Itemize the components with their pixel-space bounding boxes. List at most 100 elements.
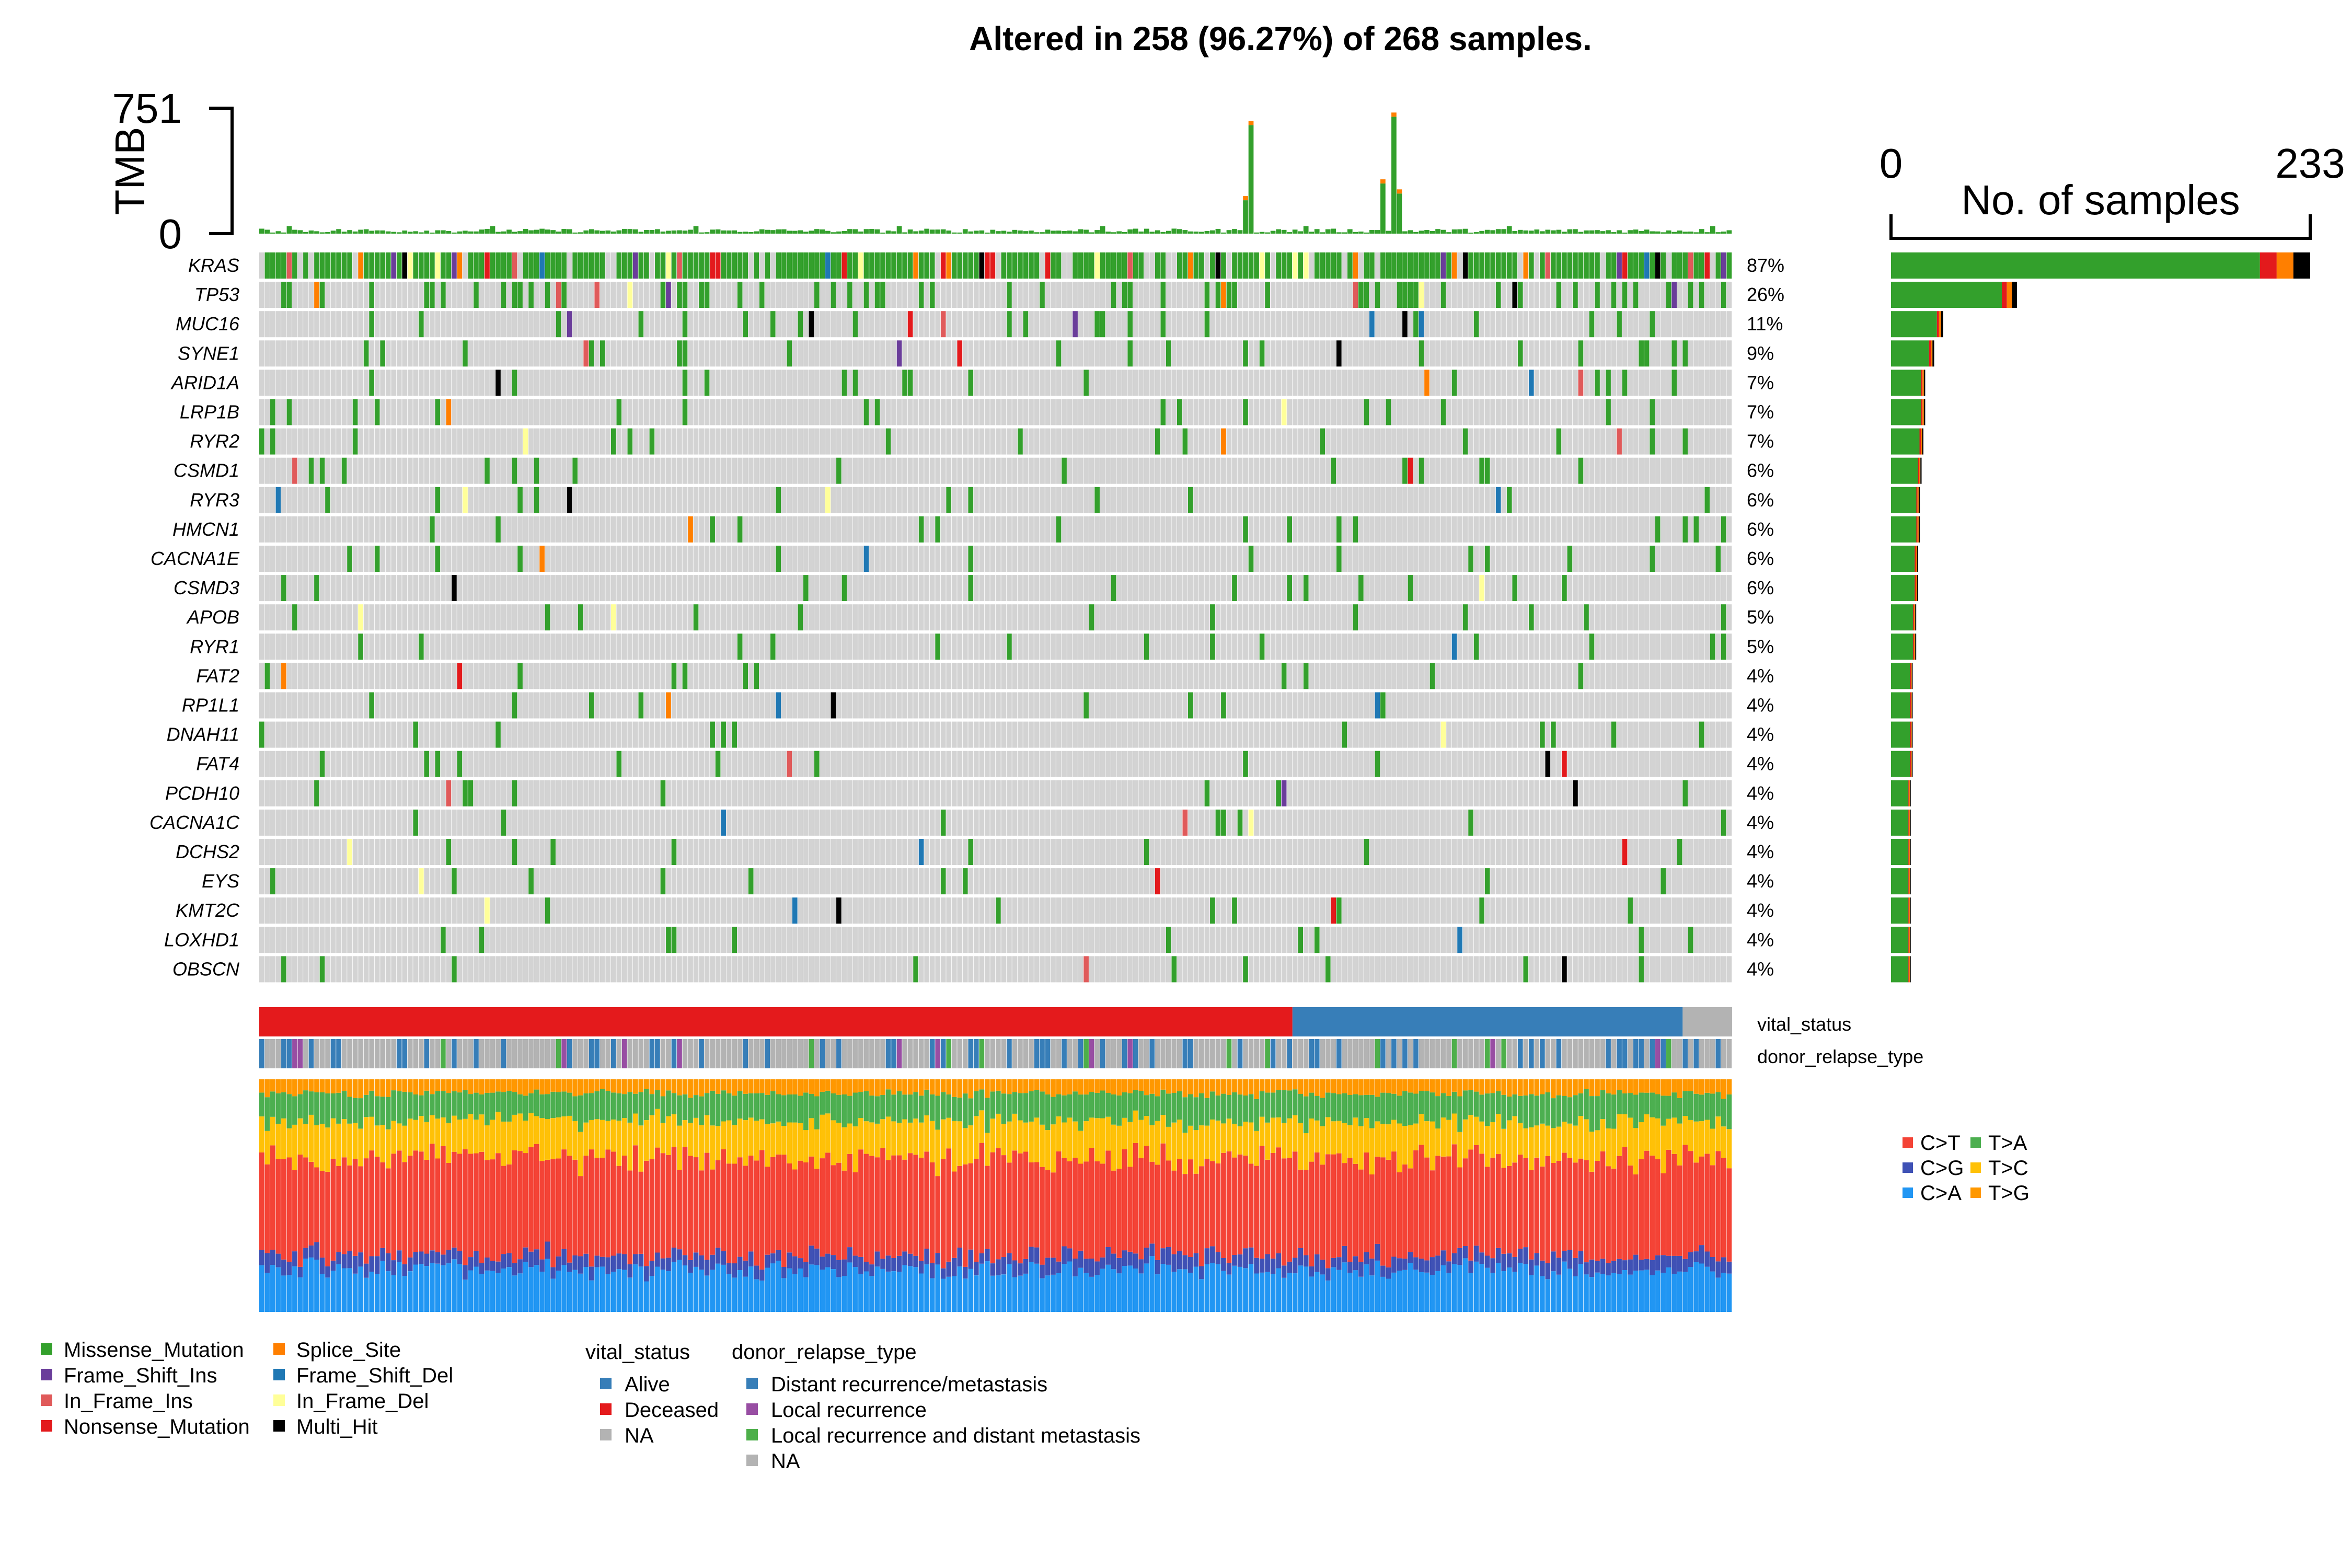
matrix-cell (457, 692, 463, 719)
matrix-cell (1067, 692, 1073, 719)
matrix-cell (1419, 575, 1424, 602)
matrix-cell (1539, 457, 1545, 484)
matrix-cell (902, 575, 907, 602)
matrix-cell (610, 487, 616, 513)
matrix-cell (1358, 604, 1364, 631)
matrix-cell (1160, 457, 1166, 484)
matrix-cell (968, 399, 974, 425)
matrix-cell (281, 516, 286, 543)
matrix-cell (572, 370, 578, 396)
matrix-cell (452, 487, 457, 513)
matrix-cell (385, 516, 391, 543)
matrix-cell (358, 575, 363, 602)
matrix-cell (792, 370, 798, 396)
matrix-cell (1127, 516, 1133, 543)
matrix-cell (792, 721, 798, 748)
matrix-cell (1073, 340, 1078, 367)
matrix-cell (1001, 575, 1007, 602)
matrix-cell (610, 751, 616, 777)
matrix-cell (1127, 546, 1133, 572)
matrix-cell (1056, 663, 1062, 689)
matrix-cell (1166, 604, 1171, 631)
matrix-cell (468, 340, 474, 367)
matrix-cell (902, 457, 907, 484)
tmb-bar (682, 230, 688, 234)
matrix-cell (809, 399, 814, 425)
matrix-cell (1045, 487, 1051, 513)
matrix-cell (347, 692, 352, 719)
tmb-bar (1292, 229, 1298, 234)
matrix-cell (1677, 311, 1682, 338)
matrix-cell (264, 428, 270, 455)
matrix-cell (512, 370, 517, 396)
matrix-cell (1111, 340, 1116, 367)
matrix-cell (446, 457, 452, 484)
matrix-cell (940, 370, 946, 396)
matrix-cell (913, 370, 918, 396)
matrix-cell (418, 487, 424, 513)
matrix-cell (1204, 516, 1210, 543)
matrix-cell (1462, 575, 1468, 602)
matrix-cell (792, 399, 798, 425)
matrix-cell (1699, 370, 1704, 396)
matrix-cell (352, 604, 358, 631)
matrix-cell (1693, 340, 1699, 367)
matrix-cell (1122, 428, 1127, 455)
matrix-cell (534, 692, 539, 719)
matrix-cell (1501, 311, 1507, 338)
matrix-cell (1100, 370, 1105, 396)
matrix-cell (688, 252, 693, 279)
matrix-cell (759, 487, 765, 513)
tmb-bar (891, 231, 896, 234)
matrix-cell (1528, 604, 1534, 631)
matrix-cell (984, 721, 990, 748)
matrix-cell (1298, 487, 1304, 513)
matrix-cell (869, 663, 874, 689)
matrix-cell (358, 692, 363, 719)
matrix-cell (1369, 721, 1375, 748)
matrix-cell (968, 428, 974, 455)
matrix-cell (770, 604, 776, 631)
matrix-cell (677, 546, 682, 572)
tmb-bar (913, 231, 918, 234)
matrix-cell (589, 457, 594, 484)
matrix-cell (1462, 311, 1468, 338)
matrix-cell (1248, 311, 1254, 338)
matrix-cell (732, 370, 737, 396)
matrix-cell (1138, 428, 1144, 455)
matrix-cell (599, 575, 605, 602)
matrix-cell (319, 516, 325, 543)
matrix-cell (1111, 311, 1116, 338)
matrix-cell (759, 692, 765, 719)
matrix-cell (369, 692, 375, 719)
matrix-cell (962, 428, 968, 455)
matrix-cell (556, 575, 561, 602)
matrix-cell (1671, 282, 1677, 308)
matrix-cell (1160, 340, 1166, 367)
matrix-cell (347, 604, 352, 631)
matrix-cell (1424, 428, 1429, 455)
matrix-cell (863, 487, 869, 513)
matrix-cell (1578, 604, 1584, 631)
matrix-cell (1243, 252, 1248, 279)
matrix-cell (1462, 633, 1468, 660)
matrix-cell (973, 487, 979, 513)
matrix-cell (583, 282, 589, 308)
matrix-cell (841, 604, 847, 631)
matrix-cell (501, 751, 506, 777)
matrix-cell (616, 487, 622, 513)
matrix-cell (1644, 282, 1650, 308)
matrix-cell (1051, 721, 1056, 748)
matrix-cell (1462, 487, 1468, 513)
matrix-cell (1699, 633, 1704, 660)
matrix-cell (605, 399, 611, 425)
matrix-cell (1089, 340, 1094, 367)
matrix-cell (688, 457, 693, 484)
matrix-cell (1451, 546, 1457, 572)
matrix-cell (836, 370, 841, 396)
matrix-cell (660, 487, 666, 513)
matrix-cell (1127, 428, 1133, 455)
matrix-cell (1715, 487, 1721, 513)
matrix-cell (770, 340, 776, 367)
matrix-cell (1655, 663, 1661, 689)
